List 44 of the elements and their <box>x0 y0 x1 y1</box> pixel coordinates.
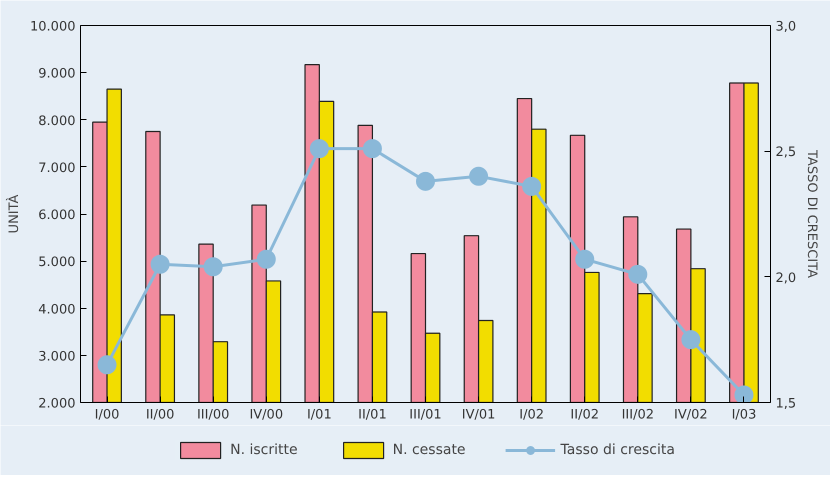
x-tick-label: III/01 <box>409 408 442 422</box>
y2-tick-label: 1,5 <box>776 396 796 412</box>
y-tick-label: 8.000 <box>38 114 76 129</box>
point <box>310 139 329 158</box>
y-tick-label: 9.000 <box>38 66 76 82</box>
x-tick-label: I/00 <box>94 408 120 422</box>
point <box>98 355 117 374</box>
point <box>469 166 488 186</box>
x-tick-label: I/02 <box>519 408 544 422</box>
y2-tick-label: 3,0 <box>776 20 796 34</box>
point <box>256 250 276 269</box>
point <box>150 254 170 274</box>
y2-axis-title: TASSO DI CRESCITA <box>804 149 820 278</box>
point <box>522 176 542 196</box>
y-tick-label: 2.000 <box>38 396 76 412</box>
y-tick-label: 5.000 <box>38 255 76 270</box>
y2-tick-label: 2,0 <box>776 270 796 286</box>
x-tick-label: III/00 <box>196 408 230 422</box>
legend-label: N. cessate <box>392 442 466 458</box>
y-axis-title: UNITÀ <box>5 194 22 234</box>
y-tick-label: 10.000 <box>30 20 76 34</box>
y-tick-label: 4.000 <box>38 302 76 318</box>
legend-label: Tasso di crescita <box>560 442 675 458</box>
point <box>416 172 435 191</box>
y-tick-label: 7.000 <box>38 160 76 176</box>
x-tick-label: I/01 <box>306 408 332 422</box>
x-tick-label: I/03 <box>732 408 756 422</box>
y-tick-label: 3.000 <box>38 349 76 364</box>
x-tick-label: IV/01 <box>462 408 496 422</box>
point <box>204 257 223 276</box>
point <box>628 264 648 284</box>
y-tick-label: 6.000 <box>38 208 76 223</box>
y2-tick-label: 2,5 <box>776 145 796 160</box>
point <box>734 385 754 402</box>
legend-label: N. iscritte <box>230 442 298 458</box>
point <box>681 330 700 350</box>
x-tick-label: II/00 <box>146 408 174 422</box>
x-tick-label: II/01 <box>358 408 387 422</box>
x-tick-label: II/02 <box>570 408 600 422</box>
x-tick-label: IV/00 <box>249 408 284 422</box>
x-tick-label: IV/02 <box>674 408 708 422</box>
point <box>362 139 382 158</box>
point <box>575 250 594 269</box>
x-tick-label: III/02 <box>622 408 654 422</box>
